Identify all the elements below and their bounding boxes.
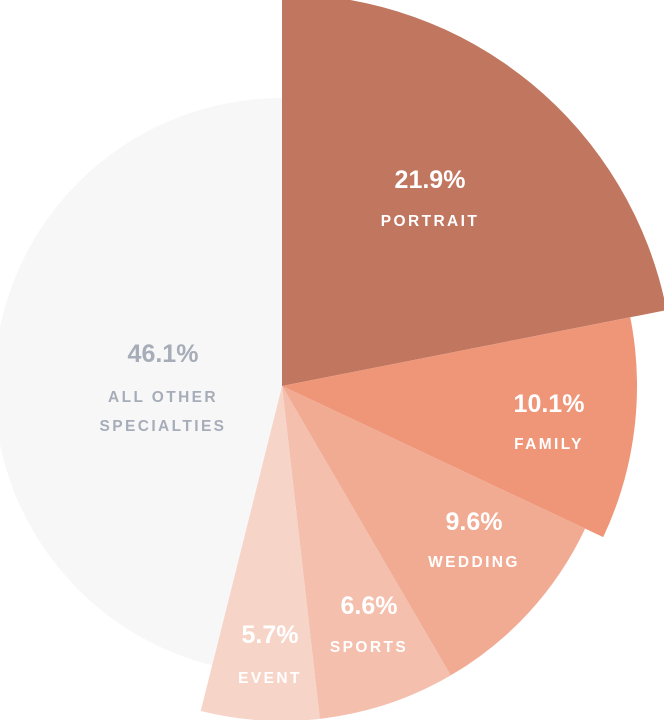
slice-label-all-other-specialties-line-2: SPECIALTIES (100, 418, 227, 435)
slice-label-portrait: PORTRAIT (381, 213, 479, 230)
slice-label-event: EVENT (238, 670, 302, 687)
slice-value-portrait: 21.9% (395, 166, 466, 194)
slice-value-family: 10.1% (514, 390, 585, 418)
slice-value-wedding: 9.6% (446, 508, 503, 536)
pie-slice-family (282, 317, 638, 538)
pie-slice-wedding (282, 386, 586, 676)
pie-labels: 21.9% PORTRAIT 10.1% FAMILY 9.6% WEDDING 6.6% S… (100, 166, 585, 687)
pie-slice-all-other-specialties (0, 98, 282, 666)
slice-label-sports: SPORTS (330, 639, 408, 656)
pie-slice-portrait (282, 0, 664, 386)
slice-label-wedding: WEDDING (428, 554, 520, 571)
slice-label-family: FAMILY (514, 436, 584, 453)
slice-value-all-other-specialties: 46.1% (128, 340, 199, 368)
slice-value-sports: 6.6% (341, 592, 398, 620)
pie-slice-sports (282, 386, 451, 719)
pie-slice-event (200, 386, 320, 720)
slice-label-all-other-specialties-line-1: ALL OTHER (108, 389, 218, 406)
slice-value-event: 5.7% (242, 621, 299, 649)
